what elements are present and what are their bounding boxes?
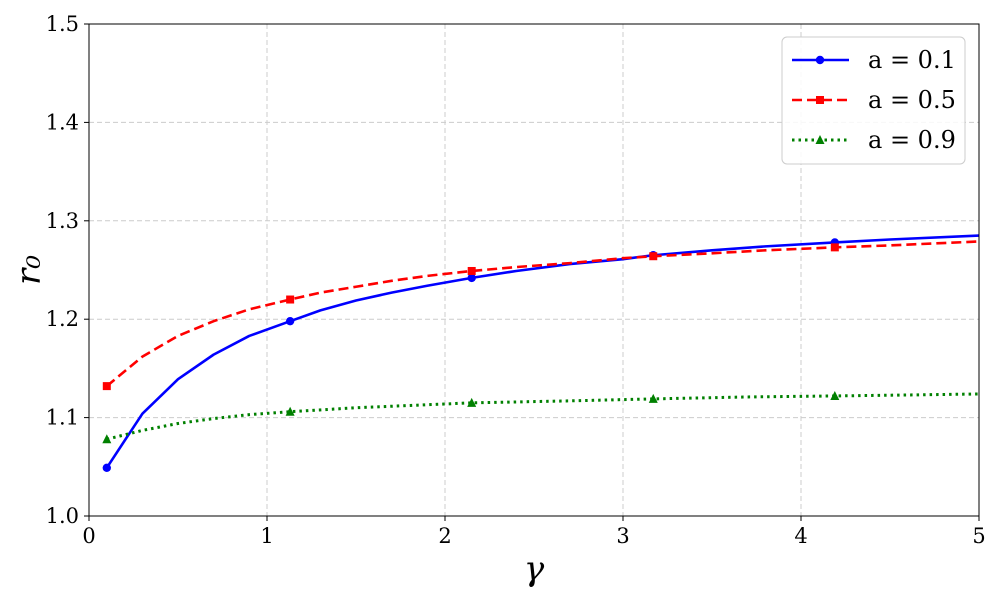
plot-frame xyxy=(88,23,980,517)
marker-circle xyxy=(102,463,112,472)
x-tick-label: 3 xyxy=(616,524,629,548)
x-tick-label: 2 xyxy=(438,524,451,548)
y-tick-label: 1.3 xyxy=(46,209,79,233)
marker-circle xyxy=(815,55,825,65)
marker-triangle xyxy=(285,406,295,416)
axis-ticks: 0 1 2 3 4 5 1.0 1.1 1.2 1.3 1.4 1.5 xyxy=(46,12,986,548)
x-tick-label: 4 xyxy=(794,524,807,548)
marker-triangle xyxy=(830,390,840,400)
y-tick-label: 1.1 xyxy=(46,406,79,430)
legend-item: a = 0.1 xyxy=(792,46,956,74)
legend-box xyxy=(781,36,966,165)
marker-square xyxy=(102,382,111,391)
marker-square xyxy=(286,295,295,304)
y-tick-label: 1.4 xyxy=(46,110,79,134)
y-tick-label: 1.2 xyxy=(46,307,79,331)
marker-square xyxy=(467,266,476,275)
x-axis-label: γ xyxy=(524,549,545,589)
marker-triangle xyxy=(648,393,658,403)
x-tick-label: 5 xyxy=(972,524,985,548)
series-line xyxy=(105,240,980,388)
marker-triangle xyxy=(102,434,112,444)
series-2 xyxy=(102,240,980,391)
y-tick-label: 1.5 xyxy=(46,12,79,36)
marker-circle xyxy=(467,273,476,283)
series-line xyxy=(106,392,980,441)
series-line xyxy=(105,234,980,469)
legend-label: a = 0.9 xyxy=(868,126,956,154)
marker-circle xyxy=(285,316,295,326)
marker-square xyxy=(830,243,839,252)
legend-label: a = 0.1 xyxy=(868,46,956,74)
series-3 xyxy=(102,390,980,444)
x-tick-label: 0 xyxy=(82,524,95,548)
x-tick-label: 1 xyxy=(260,524,273,548)
series-group xyxy=(102,234,980,472)
legend: a = 0.1 a = 0.5 a = 0.9 xyxy=(781,36,966,165)
legend-label: a = 0.5 xyxy=(868,86,956,114)
series-1 xyxy=(102,234,980,472)
legend-item: a = 0.9 xyxy=(792,126,956,154)
y-tick-label: 1.0 xyxy=(46,504,79,528)
y-axis-label: r₀ xyxy=(9,255,49,285)
marker-triangle xyxy=(815,135,825,144)
legend-item: a = 0.5 xyxy=(792,86,956,114)
marker-square xyxy=(649,252,658,261)
marker-square xyxy=(816,96,824,104)
marker-triangle xyxy=(467,397,477,407)
